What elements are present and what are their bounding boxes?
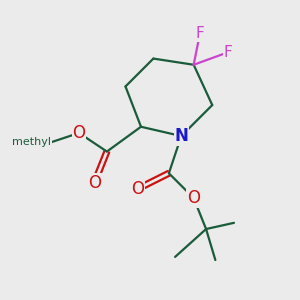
Text: F: F (224, 45, 232, 60)
Text: O: O (73, 124, 85, 142)
Text: O: O (131, 180, 144, 198)
Text: O: O (88, 173, 101, 191)
Text: N: N (174, 127, 188, 145)
Text: methyl: methyl (12, 137, 51, 147)
Text: O: O (187, 189, 200, 207)
Text: F: F (196, 26, 204, 41)
